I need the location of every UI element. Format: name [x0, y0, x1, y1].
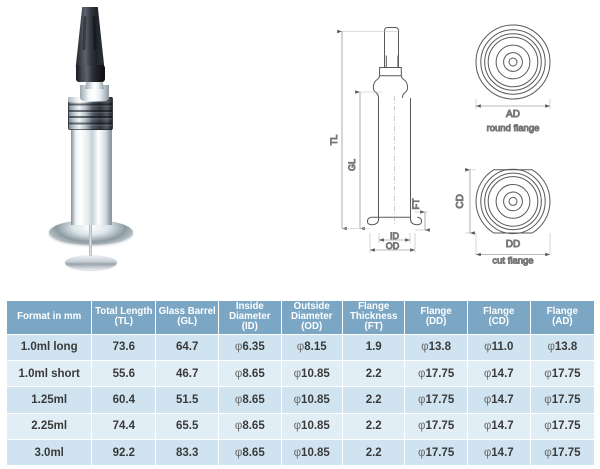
svg-text:CD: CD [455, 194, 466, 208]
svg-text:OD: OD [386, 241, 400, 251]
svg-text:round flange: round flange [487, 123, 540, 134]
svg-text:DD: DD [506, 239, 520, 250]
svg-text:FT: FT [411, 198, 421, 209]
svg-text:cut flange: cut flange [492, 256, 533, 267]
svg-text:ID: ID [390, 231, 400, 241]
svg-text:TL: TL [329, 135, 339, 146]
svg-text:AD: AD [506, 109, 520, 120]
svg-text:GL: GL [347, 159, 357, 171]
